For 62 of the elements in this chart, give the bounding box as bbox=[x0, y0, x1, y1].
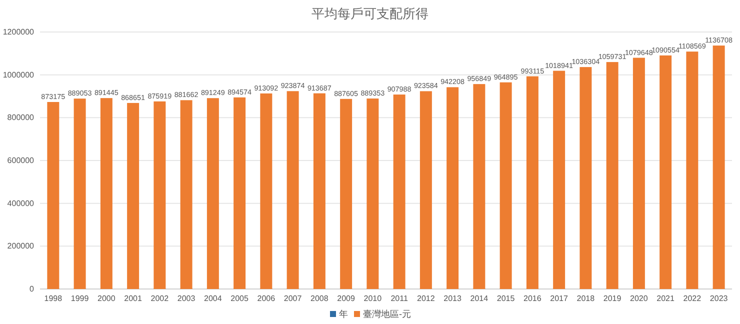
x-tick-label: 2009 bbox=[337, 294, 356, 303]
x-tick-label: 2000 bbox=[98, 294, 116, 303]
x-tick-label: 2014 bbox=[470, 294, 489, 303]
x-tick-label: 2019 bbox=[603, 294, 622, 303]
bar bbox=[446, 87, 459, 289]
chart-title: 平均每戶可支配所得 bbox=[312, 6, 428, 21]
x-tick-label: 2017 bbox=[550, 294, 569, 303]
bar bbox=[393, 94, 406, 289]
y-tick-label: 400000 bbox=[7, 198, 35, 208]
bar bbox=[286, 91, 299, 289]
x-tick-label: 1999 bbox=[70, 294, 90, 303]
x-tick-label: 2013 bbox=[444, 294, 462, 303]
bar bbox=[100, 98, 112, 289]
y-tick-label: 0 bbox=[30, 284, 35, 294]
x-tick-label: 2011 bbox=[390, 294, 408, 303]
legend-label: 臺灣地區-元 bbox=[363, 309, 411, 319]
x-tick-label: 2003 bbox=[177, 294, 196, 303]
x-tick-label: 2022 bbox=[683, 294, 702, 303]
bar bbox=[260, 93, 272, 289]
bar bbox=[632, 58, 645, 289]
x-tick-label: 1998 bbox=[44, 294, 63, 303]
x-tick-label: 2004 bbox=[204, 294, 222, 303]
x-tick-label: 2008 bbox=[310, 294, 329, 303]
legend-label: 年 bbox=[339, 309, 348, 319]
y-tick-label: 1200000 bbox=[2, 28, 35, 37]
bar bbox=[340, 98, 352, 289]
bar bbox=[686, 52, 698, 289]
bar bbox=[313, 93, 326, 289]
x-tick-label: 2006 bbox=[257, 294, 276, 303]
x-tick-label: 2021 bbox=[656, 294, 676, 303]
x-tick-label: 2020 bbox=[630, 294, 648, 303]
bar bbox=[234, 97, 246, 289]
y-tick-label: 600000 bbox=[7, 156, 35, 166]
y-tick-label: 200000 bbox=[7, 242, 35, 251]
bar bbox=[180, 100, 192, 289]
bar bbox=[500, 82, 512, 289]
x-tick-label: 2015 bbox=[496, 294, 516, 303]
bar bbox=[420, 91, 432, 289]
bar bbox=[47, 102, 60, 289]
x-tick-label: 2007 bbox=[284, 294, 302, 303]
bar bbox=[206, 98, 219, 289]
y-tick-label: 1000000 bbox=[2, 70, 35, 80]
x-tick-label: 2012 bbox=[417, 294, 436, 303]
bar bbox=[526, 76, 538, 289]
x-tick-label: 2001 bbox=[124, 294, 143, 303]
x-tick-label: 2010 bbox=[364, 294, 382, 303]
bar bbox=[473, 84, 486, 289]
x-tick-label: 2005 bbox=[230, 294, 250, 303]
bar bbox=[660, 55, 672, 289]
y-tick-label: 800000 bbox=[7, 113, 35, 122]
x-tick-label: 2002 bbox=[150, 294, 170, 303]
bar bbox=[154, 101, 166, 289]
bar bbox=[553, 70, 566, 289]
x-tick-label: 2023 bbox=[710, 294, 728, 303]
bar bbox=[366, 98, 379, 289]
bar bbox=[580, 67, 592, 289]
bar bbox=[74, 98, 86, 289]
x-tick-label: 2018 bbox=[576, 294, 596, 303]
bar bbox=[606, 62, 618, 289]
bar bbox=[712, 46, 725, 289]
x-tick-label: 2016 bbox=[524, 294, 542, 303]
bar bbox=[127, 102, 140, 289]
